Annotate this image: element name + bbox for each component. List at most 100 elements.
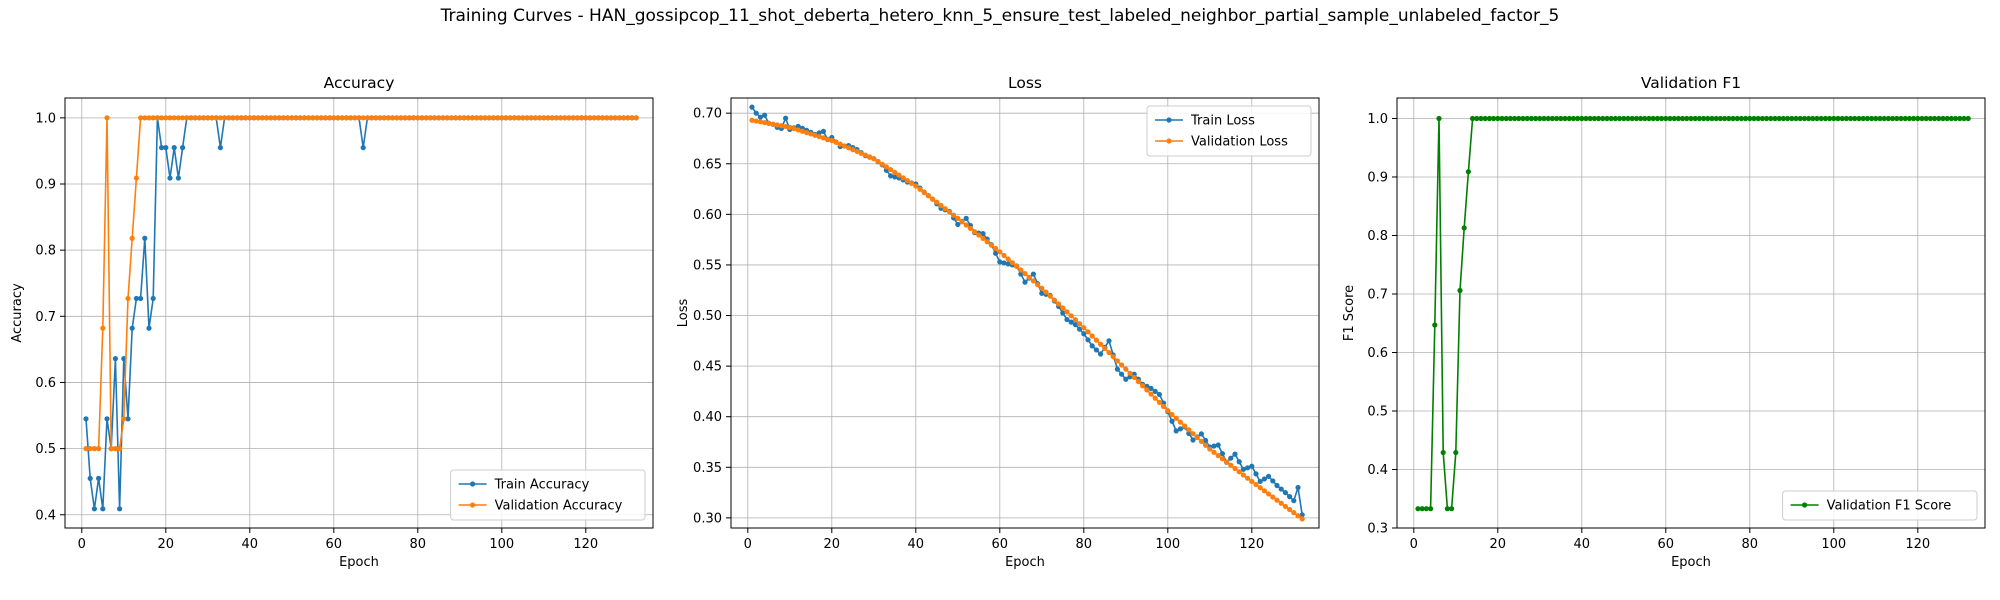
data-point [1198, 438, 1204, 444]
data-point [117, 446, 123, 452]
data-point [1064, 316, 1070, 323]
data-point [1923, 115, 1929, 122]
data-point [1098, 341, 1104, 347]
data-point [1140, 383, 1146, 389]
data-point [259, 115, 265, 121]
data-point [360, 145, 366, 151]
data-point [1902, 115, 1908, 122]
data-point [1780, 115, 1786, 122]
data-point [820, 135, 827, 141]
data-point [1152, 388, 1158, 395]
data-point [125, 295, 131, 302]
data-point [100, 325, 106, 331]
data-point [1524, 115, 1530, 122]
data-point [364, 115, 370, 121]
data-point [1190, 431, 1196, 437]
data-point [1056, 301, 1062, 307]
data-point [1287, 506, 1293, 513]
data-point [1098, 351, 1104, 357]
data-point [1415, 506, 1421, 512]
data-point [1186, 427, 1192, 433]
data-point [499, 115, 505, 121]
data-point [1093, 347, 1099, 353]
data-point [1005, 261, 1011, 267]
data-point [1177, 426, 1183, 432]
data-point [369, 115, 375, 121]
data-point [1734, 115, 1740, 122]
data-point [621, 115, 627, 121]
data-point [285, 115, 291, 121]
data-point [1291, 498, 1297, 504]
data-point [125, 416, 131, 422]
data-point [293, 115, 299, 121]
data-point [1219, 451, 1225, 457]
data-point [528, 115, 534, 121]
y-tick-label: 1.0 [1367, 112, 1388, 127]
data-point [1060, 310, 1066, 316]
data-point [381, 115, 387, 121]
data-point [469, 115, 475, 121]
data-point [1423, 506, 1429, 512]
data-point [1240, 466, 1246, 472]
data-point [1692, 115, 1698, 122]
data-point [558, 115, 564, 121]
data-point [1089, 343, 1095, 349]
data-point [1533, 115, 1539, 122]
data-point [478, 115, 484, 121]
data-point [1663, 115, 1669, 122]
data-point [1558, 115, 1564, 122]
data-point [112, 356, 118, 362]
data-point [1169, 411, 1175, 418]
data-point [749, 104, 755, 110]
data-point [1659, 115, 1665, 122]
data-point [1278, 500, 1284, 506]
data-point [1249, 463, 1255, 469]
data-point [87, 446, 93, 452]
y-axis-label: Accuracy [10, 283, 25, 343]
data-point [411, 115, 417, 121]
data-point [921, 189, 927, 196]
data-point [1667, 115, 1673, 122]
data-point [427, 115, 433, 121]
data-point [1936, 115, 1942, 122]
data-point [1444, 506, 1450, 512]
data-point [1253, 481, 1259, 488]
data-point [1436, 115, 1442, 122]
legend-label: Validation Accuracy [495, 499, 623, 514]
data-point [129, 235, 135, 241]
data-point [1541, 115, 1547, 122]
data-point [318, 115, 324, 121]
y-tick-label: 0.60 [693, 208, 722, 223]
data-point [1495, 115, 1501, 122]
data-point [1287, 494, 1293, 500]
data-point [1035, 281, 1041, 288]
data-point [1726, 115, 1732, 122]
data-point [1278, 486, 1284, 492]
data-point [1440, 449, 1446, 456]
data-point [1675, 115, 1681, 122]
data-point [1629, 115, 1635, 122]
data-point [1060, 305, 1066, 311]
data-point [1764, 115, 1770, 122]
y-tick-label: 0.50 [693, 309, 722, 324]
data-point [816, 130, 822, 136]
x-tick-label: 100 [1155, 537, 1180, 552]
data-point [1906, 115, 1912, 122]
data-point [1617, 115, 1623, 122]
data-point [159, 115, 165, 121]
data-point [862, 152, 869, 158]
data-point [1528, 115, 1534, 122]
data-point [1428, 506, 1434, 512]
data-point [1797, 115, 1803, 122]
data-point [1014, 263, 1020, 269]
data-point [213, 115, 219, 121]
data-point [1194, 434, 1200, 441]
figure-title: Training Curves - HAN_gossipcop_11_shot_… [440, 6, 1560, 26]
data-point [1881, 115, 1887, 122]
data-point [234, 115, 240, 121]
x-tick-label: 60 [326, 537, 343, 552]
data-point [138, 295, 144, 302]
data-point [1890, 115, 1896, 122]
data-point [142, 235, 148, 241]
data-point [587, 115, 593, 121]
